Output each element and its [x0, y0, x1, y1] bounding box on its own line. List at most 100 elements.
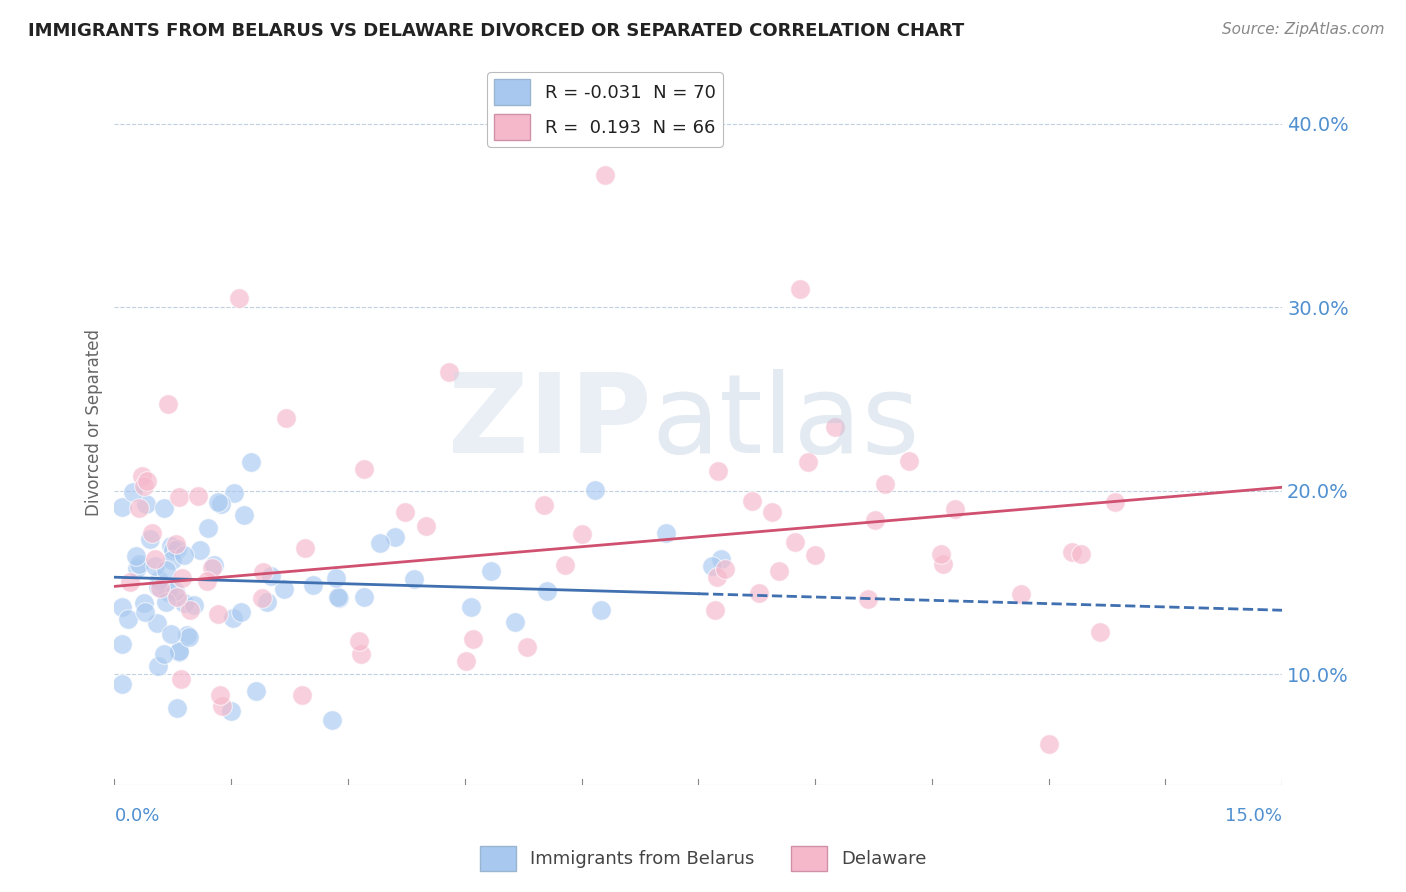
Point [789, 282, 811, 296]
Point [748, 586, 770, 600]
Point [384, 530, 406, 544]
Point [554, 558, 576, 572]
Point [120, 574, 142, 589]
Point [252, 565, 274, 579]
Point [166, 542, 188, 557]
Point [128, 557, 150, 571]
Point [125, 561, 148, 575]
Point [131, 468, 153, 483]
Point [325, 571, 347, 585]
Point [157, 585, 180, 599]
Point [135, 474, 157, 488]
Point [166, 700, 188, 714]
Point [156, 397, 179, 411]
Point [898, 453, 921, 467]
Point [187, 489, 209, 503]
Point [796, 454, 818, 468]
Point [165, 537, 187, 551]
Point [706, 570, 728, 584]
Point [741, 494, 763, 508]
Point [149, 581, 172, 595]
Point [593, 168, 616, 182]
Point [929, 547, 952, 561]
Point [456, 654, 478, 668]
Point [260, 569, 283, 583]
Point [146, 616, 169, 631]
Point [228, 291, 250, 305]
Point [166, 591, 188, 605]
Point [1062, 545, 1084, 559]
Y-axis label: Divorced or Separated: Divorced or Separated [86, 328, 103, 516]
Point [291, 689, 314, 703]
Point [245, 684, 267, 698]
Point [134, 479, 156, 493]
Point [368, 536, 391, 550]
Point [138, 532, 160, 546]
Point [655, 526, 678, 541]
Text: IMMIGRANTS FROM BELARUS VS DELAWARE DIVORCED OR SEPARATED CORRELATION CHART: IMMIGRANTS FROM BELARUS VS DELAWARE DIVO… [28, 22, 965, 40]
Point [591, 603, 613, 617]
Point [704, 602, 727, 616]
Point [274, 410, 297, 425]
Point [350, 647, 373, 661]
Point [349, 634, 371, 648]
Point [706, 464, 728, 478]
Point [160, 552, 183, 566]
Point [159, 627, 181, 641]
Point [294, 541, 316, 555]
Point [1088, 624, 1111, 639]
Point [533, 498, 555, 512]
Point [503, 615, 526, 629]
Point [804, 548, 827, 562]
Point [170, 672, 193, 686]
Point [1070, 547, 1092, 561]
Point [219, 704, 242, 718]
Point [256, 595, 278, 609]
Point [162, 542, 184, 557]
Point [143, 551, 166, 566]
Point [111, 500, 134, 515]
Point [768, 564, 790, 578]
Point [250, 591, 273, 606]
Point [207, 495, 229, 509]
Point [170, 571, 193, 585]
Point [824, 420, 846, 434]
Point [761, 505, 783, 519]
Point [536, 583, 558, 598]
Legend: Immigrants from Belarus, Delaware: Immigrants from Belarus, Delaware [472, 838, 934, 879]
Point [188, 543, 211, 558]
Point [197, 521, 219, 535]
Point [155, 563, 177, 577]
Point [146, 580, 169, 594]
Point [1038, 737, 1060, 751]
Point [163, 583, 186, 598]
Text: Source: ZipAtlas.com: Source: ZipAtlas.com [1222, 22, 1385, 37]
Point [173, 596, 195, 610]
Point [328, 590, 350, 604]
Point [302, 578, 325, 592]
Point [125, 549, 148, 564]
Point [111, 599, 134, 614]
Point [143, 558, 166, 573]
Point [461, 632, 484, 646]
Point [135, 497, 157, 511]
Point [177, 630, 200, 644]
Point [943, 502, 966, 516]
Point [233, 508, 256, 522]
Point [167, 644, 190, 658]
Point [211, 698, 233, 713]
Point [353, 462, 375, 476]
Point [153, 500, 176, 515]
Point [460, 600, 482, 615]
Point [167, 490, 190, 504]
Point [141, 526, 163, 541]
Point [146, 658, 169, 673]
Point [155, 595, 177, 609]
Point [179, 603, 201, 617]
Point [153, 648, 176, 662]
Point [176, 628, 198, 642]
Text: 0.0%: 0.0% [114, 806, 160, 824]
Point [229, 605, 252, 619]
Point [222, 611, 245, 625]
Point [700, 559, 723, 574]
